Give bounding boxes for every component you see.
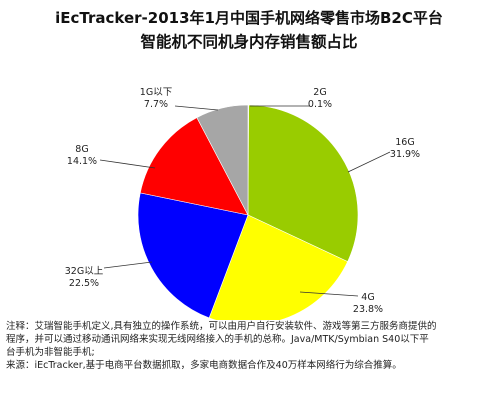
note-line-1: 注释：艾瑞智能手机定义,具有独立的操作系统，可以由用户自行安装软件、游戏等第三方…: [6, 321, 437, 332]
note-line-4: 来源：iEcTracker,基于电商平台数据抓取，多家电商数据合作及40万样本网…: [6, 360, 402, 371]
slice-label-0: 2G: [313, 87, 326, 98]
slice-value-label-4: 14.1%: [67, 156, 97, 167]
note-line-3: 台手机为非智能手机;: [6, 347, 95, 358]
slice-value-label-0: 0.1%: [308, 99, 332, 110]
slice-value-label-1: 31.9%: [390, 149, 420, 160]
chart-subtitle: 智能机不同机身内存销售额占比: [140, 33, 358, 51]
slice-value-label-5: 7.7%: [144, 99, 168, 110]
pie-slice-2: [208, 214, 349, 320]
pie-slice-5: [196, 104, 249, 216]
slice-label-1: 16G: [395, 137, 414, 148]
leader-line-1: [347, 151, 391, 173]
leader-line-4: [99, 159, 156, 169]
note-line-2: 程序，并可以通过移动通讯网络来实现无线网络接入的手机的总称。Java/MTK/S…: [6, 334, 429, 345]
slice-label-2: 4G: [361, 292, 374, 303]
slice-label-3: 32G以上: [65, 266, 104, 277]
pie-slice-1: [247, 104, 359, 263]
pie-slice-4: [139, 117, 249, 216]
leader-line-5: [174, 105, 219, 111]
slice-label-4: 8G: [75, 144, 88, 155]
footnotes: 注释：艾瑞智能手机定义,具有独立的操作系统，可以由用户自行安装软件、游戏等第三方…: [6, 320, 492, 372]
leader-line-3: [103, 261, 153, 269]
slice-value-label-2: 23.8%: [353, 304, 383, 315]
pie-slice-3: [137, 192, 249, 319]
leader-line-2: [299, 291, 359, 297]
chart-title: iEcTracker-2013年1月中国手机网络零售市场B2C平台: [55, 9, 443, 27]
slice-value-label-3: 22.5%: [69, 278, 99, 289]
slice-label-5: 1G以下: [140, 87, 172, 98]
